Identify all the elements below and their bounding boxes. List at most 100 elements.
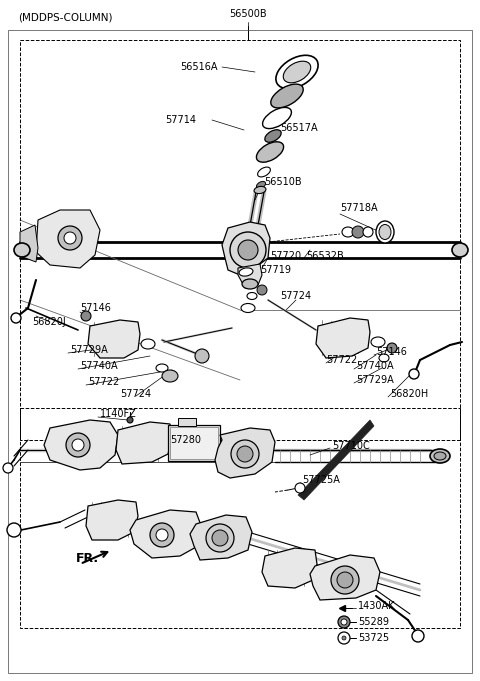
- Ellipse shape: [452, 243, 468, 257]
- Polygon shape: [316, 318, 370, 358]
- Polygon shape: [310, 555, 380, 600]
- Circle shape: [206, 524, 234, 552]
- Bar: [20, 408, 460, 628]
- Ellipse shape: [434, 452, 446, 460]
- Circle shape: [237, 446, 253, 462]
- Circle shape: [11, 313, 21, 323]
- Circle shape: [231, 440, 259, 468]
- Circle shape: [127, 417, 133, 423]
- Ellipse shape: [239, 268, 253, 276]
- Polygon shape: [190, 515, 252, 560]
- Ellipse shape: [14, 243, 30, 257]
- Circle shape: [342, 636, 346, 640]
- Ellipse shape: [371, 337, 385, 347]
- Text: 57146: 57146: [376, 347, 407, 357]
- Circle shape: [409, 369, 419, 379]
- Text: 55289: 55289: [358, 617, 389, 627]
- Text: 57725A: 57725A: [302, 475, 340, 485]
- Circle shape: [387, 343, 397, 353]
- Bar: [170, 427, 218, 459]
- Text: 57718A: 57718A: [340, 203, 378, 213]
- Polygon shape: [298, 420, 374, 500]
- Text: 1140FZ: 1140FZ: [100, 409, 137, 419]
- Circle shape: [156, 529, 168, 541]
- Polygon shape: [215, 428, 275, 478]
- Ellipse shape: [256, 181, 265, 189]
- Ellipse shape: [241, 304, 255, 313]
- Ellipse shape: [256, 142, 284, 162]
- Text: 56517A: 56517A: [280, 123, 318, 133]
- Circle shape: [257, 285, 267, 295]
- Circle shape: [212, 530, 228, 546]
- Ellipse shape: [271, 84, 303, 108]
- Polygon shape: [222, 222, 270, 275]
- Text: 57719: 57719: [260, 265, 291, 275]
- Text: 57714: 57714: [165, 115, 196, 125]
- Ellipse shape: [283, 61, 311, 83]
- Circle shape: [66, 433, 90, 457]
- Circle shape: [150, 523, 174, 547]
- Text: 56516A: 56516A: [180, 62, 218, 72]
- Text: 53725: 53725: [358, 633, 389, 643]
- Ellipse shape: [242, 279, 258, 289]
- Text: 57722: 57722: [88, 377, 119, 387]
- Text: 57740A: 57740A: [356, 361, 394, 371]
- Polygon shape: [44, 420, 118, 470]
- Polygon shape: [88, 320, 140, 358]
- Text: 57724: 57724: [120, 389, 152, 399]
- Circle shape: [338, 632, 350, 644]
- Circle shape: [81, 311, 91, 321]
- Bar: [20, 40, 460, 440]
- Ellipse shape: [430, 449, 450, 463]
- Ellipse shape: [379, 225, 391, 240]
- Circle shape: [412, 630, 424, 642]
- Circle shape: [331, 566, 359, 594]
- Ellipse shape: [379, 354, 389, 362]
- Text: 57722: 57722: [326, 355, 357, 365]
- Ellipse shape: [247, 293, 257, 300]
- Circle shape: [295, 483, 305, 493]
- Circle shape: [338, 616, 350, 628]
- Circle shape: [72, 439, 84, 451]
- Circle shape: [7, 523, 21, 537]
- Text: 56510B: 56510B: [264, 177, 301, 187]
- Ellipse shape: [276, 55, 318, 89]
- Text: 56820H: 56820H: [390, 389, 428, 399]
- Ellipse shape: [376, 221, 394, 243]
- Polygon shape: [130, 510, 202, 558]
- Text: 57729A: 57729A: [356, 375, 394, 385]
- Bar: [178, 418, 196, 426]
- Text: 57710C: 57710C: [332, 441, 370, 451]
- Circle shape: [352, 226, 364, 238]
- Ellipse shape: [156, 364, 168, 372]
- Bar: [168, 425, 220, 461]
- Ellipse shape: [254, 187, 266, 193]
- Text: 1430AK: 1430AK: [358, 601, 396, 611]
- Text: 56820J: 56820J: [32, 317, 66, 327]
- Polygon shape: [86, 500, 138, 540]
- Text: 56500B: 56500B: [229, 9, 267, 19]
- Ellipse shape: [265, 130, 281, 142]
- Ellipse shape: [162, 370, 178, 382]
- Circle shape: [238, 240, 258, 260]
- Circle shape: [3, 463, 13, 473]
- Circle shape: [341, 619, 347, 625]
- Polygon shape: [262, 548, 317, 588]
- Circle shape: [58, 226, 82, 250]
- Circle shape: [337, 572, 353, 588]
- Text: 57720: 57720: [270, 251, 301, 261]
- Ellipse shape: [263, 108, 291, 129]
- Ellipse shape: [141, 339, 155, 349]
- Ellipse shape: [363, 227, 373, 237]
- Text: 57724: 57724: [280, 291, 312, 301]
- Text: 57729A: 57729A: [70, 345, 108, 355]
- Text: 57280: 57280: [170, 435, 201, 445]
- Text: 57740A: 57740A: [80, 361, 118, 371]
- Polygon shape: [238, 264, 262, 288]
- Polygon shape: [36, 210, 100, 268]
- Circle shape: [64, 232, 76, 244]
- Ellipse shape: [342, 227, 354, 237]
- Circle shape: [195, 349, 209, 363]
- Circle shape: [230, 232, 266, 268]
- Text: (MDDPS-COLUMN): (MDDPS-COLUMN): [18, 13, 112, 23]
